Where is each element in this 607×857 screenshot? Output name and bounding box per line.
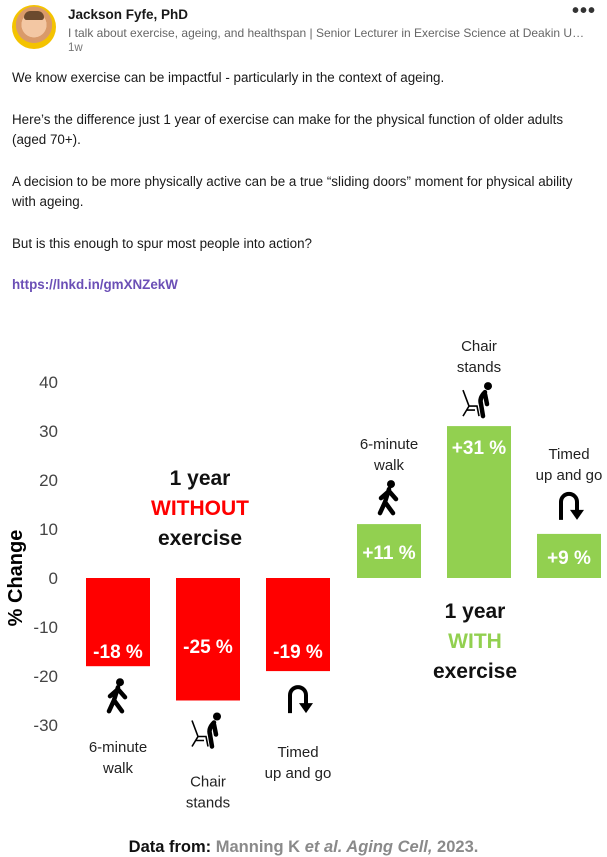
data-label: +31 % — [452, 438, 507, 459]
group-title: exercise — [433, 660, 517, 683]
category-label: walk — [102, 760, 134, 777]
u-turn-icon — [288, 685, 313, 714]
chart-image: % Change 40 30 20 10 0 -10 -20 -30 -18 % 6-minute… — [0, 300, 607, 857]
walking-icon — [377, 480, 399, 516]
walking-icon — [106, 678, 128, 714]
y-tick-label: -10 — [33, 618, 58, 637]
y-tick-label: 10 — [39, 520, 58, 539]
post-paragraph: A decision to be more physically active … — [12, 173, 573, 210]
more-options-icon[interactable]: ••• — [572, 0, 597, 22]
category-label: stands — [457, 359, 501, 376]
citation-lead: Data from: — [128, 838, 212, 856]
y-tick-label: 40 — [39, 373, 58, 392]
bar — [266, 578, 330, 672]
avatar[interactable] — [12, 5, 56, 49]
group-title: 1 year — [445, 600, 506, 623]
category-label: Chair — [190, 774, 226, 791]
bar — [86, 578, 150, 667]
data-label: +9 % — [547, 548, 591, 569]
data-label: -19 % — [273, 642, 323, 663]
category-label: up and go — [265, 765, 332, 782]
category-label: up and go — [536, 467, 603, 484]
citation-authors: Manning K — [215, 838, 301, 856]
chair-stand-icon — [462, 382, 492, 419]
post-text: We know exercise can be impactful - part… — [12, 68, 597, 296]
citation-year: 2023. — [437, 838, 479, 856]
citation-journal: . Aging Cell, — [337, 838, 433, 856]
author-name[interactable]: Jackson Fyfe, PhD — [68, 7, 189, 22]
post-paragraph: But is this enough to spur most people i… — [12, 235, 312, 251]
post-link[interactable]: https://lnkd.in/gmXNZekW — [12, 277, 178, 292]
bar-chart: % Change 40 30 20 10 0 -10 -20 -30 -18 % 6-minute… — [5, 338, 603, 812]
post-time: 1w — [68, 42, 83, 54]
author-headline: I talk about exercise, ageing, and healt… — [68, 26, 588, 40]
post-header: Jackson Fyfe, PhD I talk about exercise,… — [0, 0, 607, 60]
bar — [357, 524, 421, 578]
data-label: -18 % — [93, 642, 143, 663]
post-paragraph: We know exercise can be impactful - part… — [12, 70, 445, 85]
chair-stand-icon — [191, 712, 221, 749]
group-title: exercise — [158, 527, 242, 550]
category-label: Timed — [548, 446, 589, 463]
group-title: WITH — [448, 630, 502, 653]
y-tick-label: 30 — [39, 422, 58, 441]
category-label: Timed — [277, 744, 318, 761]
bar — [537, 533, 601, 578]
citation: Data from: Manning K et al. Aging Cell, … — [0, 838, 607, 857]
citation-etal: et al — [304, 838, 338, 856]
category-label: walk — [373, 457, 405, 474]
data-label: -25 % — [183, 637, 233, 658]
category-label: stands — [186, 795, 230, 812]
group-title: WITHOUT — [151, 497, 249, 520]
bar — [447, 426, 511, 578]
post-paragraph: Here’s the difference just 1 year of exe… — [12, 111, 564, 148]
y-tick-label: 20 — [39, 471, 58, 490]
y-tick-label: 0 — [49, 569, 58, 588]
category-label: 6-minute — [360, 436, 418, 453]
group-title: 1 year — [170, 467, 231, 490]
y-tick-label: -20 — [33, 667, 58, 686]
y-tick-label: -30 — [33, 716, 58, 735]
bar — [176, 578, 240, 701]
data-label: +11 % — [362, 543, 415, 564]
category-label: Chair — [461, 338, 497, 355]
category-label: 6-minute — [89, 739, 147, 756]
u-turn-icon — [559, 491, 584, 520]
y-axis-label: % Change — [5, 530, 27, 627]
